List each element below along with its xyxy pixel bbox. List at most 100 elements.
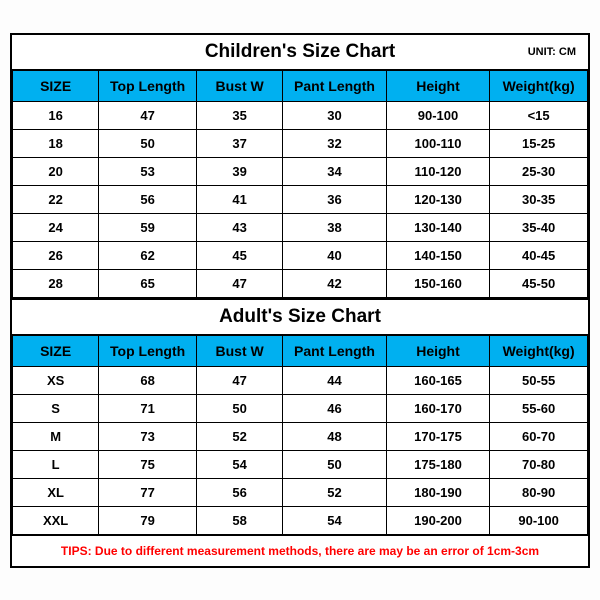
table-cell: 54 <box>283 506 387 534</box>
table-cell: 36 <box>283 185 387 213</box>
table-row: 18503732100-11015-25 <box>13 129 588 157</box>
table-cell: 53 <box>99 157 197 185</box>
children-header-row: SIZETop LengthBust WPant LengthHeightWei… <box>13 70 588 101</box>
table-cell: 35-40 <box>490 213 588 241</box>
table-row: 1647353090-100<15 <box>13 101 588 129</box>
table-cell: 90-100 <box>386 101 490 129</box>
table-row: 24594338130-14035-40 <box>13 213 588 241</box>
table-cell: 37 <box>197 129 283 157</box>
table-cell: 46 <box>283 394 387 422</box>
table-cell: 55-60 <box>490 394 588 422</box>
table-cell: 50-55 <box>490 366 588 394</box>
table-cell: 68 <box>99 366 197 394</box>
tips-text: TIPS: Due to different measurement metho… <box>12 535 588 566</box>
children-tbody: 1647353090-100<1518503732100-11015-25205… <box>13 101 588 297</box>
table-cell: 32 <box>283 129 387 157</box>
table-cell: L <box>13 450 99 478</box>
adult-title-row: Adult's Size Chart <box>12 298 588 335</box>
column-header: Pant Length <box>283 335 387 366</box>
table-cell: 59 <box>99 213 197 241</box>
table-cell: 52 <box>283 478 387 506</box>
table-cell: 16 <box>13 101 99 129</box>
table-cell: 150-160 <box>386 269 490 297</box>
table-row: XL775652180-19080-90 <box>13 478 588 506</box>
table-cell: 45 <box>197 241 283 269</box>
children-size-table: SIZETop LengthBust WPant LengthHeightWei… <box>12 70 588 298</box>
table-cell: 41 <box>197 185 283 213</box>
table-cell: 175-180 <box>386 450 490 478</box>
table-cell: 47 <box>99 101 197 129</box>
column-header: SIZE <box>13 70 99 101</box>
table-cell: 56 <box>99 185 197 213</box>
table-cell: 180-190 <box>386 478 490 506</box>
table-cell: 48 <box>283 422 387 450</box>
table-cell: 50 <box>197 394 283 422</box>
table-cell: 30-35 <box>490 185 588 213</box>
table-cell: 71 <box>99 394 197 422</box>
column-header: Height <box>386 70 490 101</box>
table-cell: 130-140 <box>386 213 490 241</box>
table-cell: 45-50 <box>490 269 588 297</box>
table-cell: 170-175 <box>386 422 490 450</box>
table-cell: 44 <box>283 366 387 394</box>
table-cell: XS <box>13 366 99 394</box>
table-cell: XXL <box>13 506 99 534</box>
table-cell: 22 <box>13 185 99 213</box>
table-cell: 54 <box>197 450 283 478</box>
table-cell: 15-25 <box>490 129 588 157</box>
table-row: S715046160-17055-60 <box>13 394 588 422</box>
table-cell: 25-30 <box>490 157 588 185</box>
table-row: 22564136120-13030-35 <box>13 185 588 213</box>
table-cell: 160-165 <box>386 366 490 394</box>
table-cell: 40 <box>283 241 387 269</box>
table-cell: 42 <box>283 269 387 297</box>
table-cell: 24 <box>13 213 99 241</box>
table-cell: 34 <box>283 157 387 185</box>
table-cell: 43 <box>197 213 283 241</box>
unit-label: UNIT: CM <box>528 46 576 58</box>
column-header: Bust W <box>197 335 283 366</box>
table-row: XS684744160-16550-55 <box>13 366 588 394</box>
table-cell: 75 <box>99 450 197 478</box>
table-cell: 40-45 <box>490 241 588 269</box>
column-header: SIZE <box>13 335 99 366</box>
children-title: Children's Size Chart <box>205 41 395 62</box>
table-cell: 120-130 <box>386 185 490 213</box>
table-cell: 38 <box>283 213 387 241</box>
table-cell: 47 <box>197 269 283 297</box>
table-row: 20533934110-12025-30 <box>13 157 588 185</box>
table-cell: 26 <box>13 241 99 269</box>
table-cell: 140-150 <box>386 241 490 269</box>
table-cell: 60-70 <box>490 422 588 450</box>
table-cell: 62 <box>99 241 197 269</box>
table-row: 26624540140-15040-45 <box>13 241 588 269</box>
table-cell: 30 <box>283 101 387 129</box>
table-cell: 100-110 <box>386 129 490 157</box>
table-cell: 80-90 <box>490 478 588 506</box>
table-row: XXL795854190-20090-100 <box>13 506 588 534</box>
column-header: Weight(kg) <box>490 70 588 101</box>
table-cell: S <box>13 394 99 422</box>
column-header: Pant Length <box>283 70 387 101</box>
table-cell: 18 <box>13 129 99 157</box>
table-cell: M <box>13 422 99 450</box>
table-cell: <15 <box>490 101 588 129</box>
table-cell: 190-200 <box>386 506 490 534</box>
table-cell: 160-170 <box>386 394 490 422</box>
table-row: M735248170-17560-70 <box>13 422 588 450</box>
table-cell: 28 <box>13 269 99 297</box>
column-header: Weight(kg) <box>490 335 588 366</box>
table-cell: 47 <box>197 366 283 394</box>
table-cell: 90-100 <box>490 506 588 534</box>
table-cell: 50 <box>99 129 197 157</box>
adult-size-table: SIZETop LengthBust WPant LengthHeightWei… <box>12 335 588 535</box>
column-header: Top Length <box>99 70 197 101</box>
table-cell: 50 <box>283 450 387 478</box>
children-title-row: Children's Size Chart UNIT: CM <box>12 35 588 70</box>
table-cell: 58 <box>197 506 283 534</box>
adult-tbody: XS684744160-16550-55S715046160-17055-60M… <box>13 366 588 534</box>
table-cell: 65 <box>99 269 197 297</box>
table-row: L755450175-18070-80 <box>13 450 588 478</box>
table-cell: 77 <box>99 478 197 506</box>
size-chart-container: Children's Size Chart UNIT: CM SIZETop L… <box>10 33 590 568</box>
